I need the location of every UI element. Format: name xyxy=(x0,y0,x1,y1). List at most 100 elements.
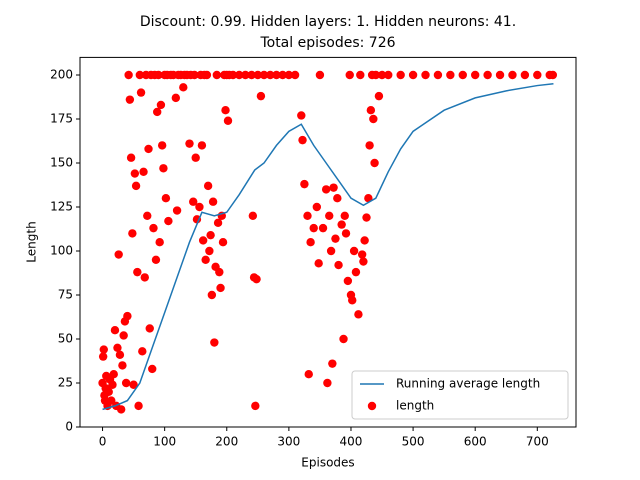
scatter-point xyxy=(104,387,113,396)
scatter-point xyxy=(333,194,342,203)
y-tick-label: 25 xyxy=(58,376,73,390)
scatter-point xyxy=(156,100,166,110)
scatter-point xyxy=(98,352,108,361)
scatter-point xyxy=(348,296,357,305)
scatter-point xyxy=(223,116,233,125)
scatter-point xyxy=(179,83,188,92)
scatter-point xyxy=(153,107,162,117)
scatter-point xyxy=(309,223,318,233)
scatter-point xyxy=(251,401,260,411)
scatter-point xyxy=(325,211,334,220)
scatter-point xyxy=(216,283,225,293)
scatter-point xyxy=(218,238,228,247)
scatter-point xyxy=(207,290,217,300)
scatter-point xyxy=(458,70,467,80)
scatter-point xyxy=(339,334,348,344)
scatter-point xyxy=(349,246,359,256)
scatter-point xyxy=(520,70,530,80)
scatter-point xyxy=(123,311,132,321)
legend-marker xyxy=(367,401,377,411)
scatter-point xyxy=(241,70,250,80)
scatter-point xyxy=(134,401,143,411)
scatter-point xyxy=(202,70,212,80)
scatter-point xyxy=(157,141,167,150)
scatter-point xyxy=(284,70,294,80)
scatter-point xyxy=(314,259,323,268)
scatter-point xyxy=(155,238,164,247)
scatter-point xyxy=(297,111,306,120)
scatter-point xyxy=(154,70,163,80)
scatter-point xyxy=(300,179,309,189)
scatter-point xyxy=(256,91,266,101)
scatter-point xyxy=(125,95,135,104)
scatter-point xyxy=(396,70,405,80)
x-axis-label: Episodes xyxy=(301,456,354,470)
scatter-point xyxy=(143,211,152,220)
y-tick-label: 100 xyxy=(50,244,73,258)
scatter-point xyxy=(221,106,230,115)
y-tick-label: 0 xyxy=(65,420,73,434)
scatter-point xyxy=(205,246,214,256)
scatter-point xyxy=(323,378,332,388)
legend-box xyxy=(351,370,569,420)
scatter-point xyxy=(129,380,138,389)
scatter-point xyxy=(371,70,381,80)
scatter-point xyxy=(140,273,149,282)
scatter-point xyxy=(206,230,215,240)
running-average-line xyxy=(102,83,554,411)
scatter-point xyxy=(197,141,207,150)
scatter-point xyxy=(201,255,210,264)
y-tick-label: 50 xyxy=(58,332,73,346)
y-axis-label: Length xyxy=(25,221,39,262)
scatter-point xyxy=(298,135,307,145)
scatter-point xyxy=(119,331,128,340)
legend: Running average length length xyxy=(351,370,569,420)
scatter-point xyxy=(136,88,146,97)
scatter-point xyxy=(133,267,142,277)
scatter-point xyxy=(189,197,198,206)
scatter-point xyxy=(315,70,325,80)
scatter-point xyxy=(114,250,123,259)
scatter-point xyxy=(374,91,384,101)
scatter-point xyxy=(190,70,199,80)
scatter-point xyxy=(377,70,387,80)
scatter-point xyxy=(470,70,480,80)
scatter-point xyxy=(116,405,126,414)
scatter-point xyxy=(198,236,208,245)
y-tick-label: 200 xyxy=(50,68,73,82)
chart-title: Discount: 0.99. Hidden layers: 1. Hidden… xyxy=(140,14,516,30)
scatter-point xyxy=(145,324,154,333)
scatter-point xyxy=(384,70,393,80)
scatter-point xyxy=(369,114,378,124)
scatter-point xyxy=(228,70,238,80)
scatter-point xyxy=(253,70,263,80)
y-tick-label: 125 xyxy=(50,200,73,214)
scatter-point xyxy=(421,70,430,80)
chart-title: Total episodes: 726 xyxy=(259,35,395,51)
scatter-point xyxy=(172,206,182,215)
scatter-point xyxy=(357,250,367,259)
scatter-point xyxy=(139,167,148,176)
scatter-point xyxy=(210,338,219,347)
y-tick-label: 75 xyxy=(58,288,73,302)
y-tick-label: 175 xyxy=(50,112,73,126)
scatter-point xyxy=(433,70,443,80)
x-tick-label: 200 xyxy=(215,435,238,449)
scatter-point xyxy=(303,211,312,220)
scatter-point xyxy=(208,197,218,206)
scatter-point xyxy=(365,141,374,150)
scatter-point xyxy=(318,223,328,233)
scatter-point xyxy=(272,70,281,80)
scatter-point xyxy=(356,70,365,80)
scatter-point xyxy=(351,267,361,277)
scatter-point xyxy=(483,70,492,80)
scatter-point xyxy=(213,218,223,228)
x-tick-label: 100 xyxy=(153,435,176,449)
scatter-point xyxy=(118,361,127,370)
scatter-point xyxy=(290,70,300,80)
x-tick-label: 400 xyxy=(340,435,363,449)
scatter-point xyxy=(149,223,158,233)
scatter-point xyxy=(130,169,140,178)
scatter-point xyxy=(247,70,256,80)
